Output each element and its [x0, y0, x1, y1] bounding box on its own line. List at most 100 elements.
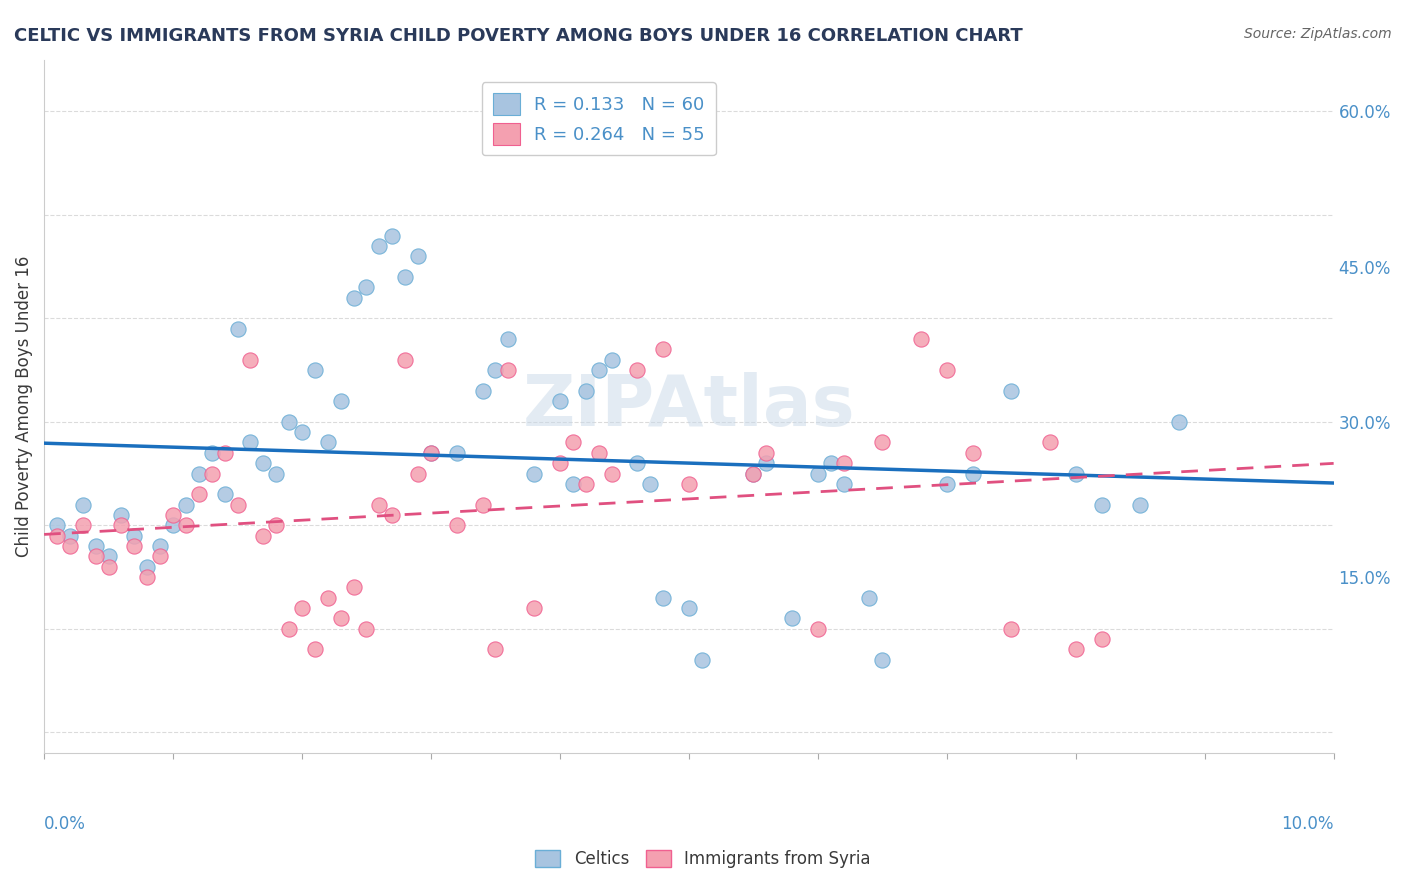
Point [588, 446, 610, 460]
Point [1000, 622, 1022, 636]
Point [1090, 632, 1112, 646]
Point [110, 508, 132, 522]
Point [368, 239, 391, 253]
Point [1090, 498, 1112, 512]
Point [678, 476, 700, 491]
Point [626, 456, 648, 470]
Point [59, 528, 82, 542]
Point [162, 518, 184, 533]
Point [742, 467, 765, 481]
Point [498, 363, 520, 377]
Point [162, 508, 184, 522]
Point [652, 591, 675, 605]
Point [561, 476, 583, 491]
Point [72, 498, 94, 512]
Legend: R = 0.133   N = 60, R = 0.264   N = 55: R = 0.133 N = 60, R = 0.264 N = 55 [482, 82, 716, 155]
Point [59, 539, 82, 553]
Point [149, 549, 172, 564]
Point [201, 446, 224, 460]
Point [523, 601, 546, 615]
Point [962, 446, 984, 460]
Point [97, 549, 120, 564]
Point [575, 476, 598, 491]
Point [252, 528, 274, 542]
Point [872, 435, 894, 450]
Point [394, 269, 416, 284]
Point [1167, 415, 1189, 429]
Point [446, 446, 468, 460]
Point [342, 291, 364, 305]
Point [368, 498, 391, 512]
Point [548, 456, 571, 470]
Point [316, 435, 339, 450]
Point [304, 363, 326, 377]
Point [626, 363, 648, 377]
Point [356, 280, 378, 294]
Point [755, 446, 778, 460]
Point [356, 622, 378, 636]
Point [420, 446, 443, 460]
Point [394, 352, 416, 367]
Point [471, 498, 494, 512]
Point [316, 591, 339, 605]
Point [858, 591, 880, 605]
Point [46, 528, 69, 542]
Point [1039, 435, 1062, 450]
Point [780, 611, 803, 625]
Text: ZIPAtlas: ZIPAtlas [523, 372, 855, 441]
Point [149, 539, 172, 553]
Point [820, 456, 842, 470]
Point [807, 467, 830, 481]
Point [807, 622, 830, 636]
Point [136, 559, 159, 574]
Point [291, 601, 314, 615]
Point [239, 352, 262, 367]
Point [278, 415, 301, 429]
Point [342, 580, 364, 594]
Point [690, 653, 713, 667]
Point [329, 394, 352, 409]
Point [110, 518, 132, 533]
Point [484, 642, 506, 657]
Point [46, 518, 69, 533]
Text: 10.0%: 10.0% [1281, 815, 1334, 833]
Point [136, 570, 159, 584]
Point [1064, 467, 1087, 481]
Point [1129, 498, 1152, 512]
Point [187, 487, 209, 501]
Point [935, 363, 957, 377]
Point [329, 611, 352, 625]
Point [678, 601, 700, 615]
Point [523, 467, 546, 481]
Point [304, 642, 326, 657]
Point [291, 425, 314, 439]
Point [755, 456, 778, 470]
Point [548, 394, 571, 409]
Point [252, 456, 274, 470]
Point [742, 467, 765, 481]
Point [278, 622, 301, 636]
Text: 0.0%: 0.0% [44, 815, 86, 833]
Point [124, 539, 146, 553]
Point [872, 653, 894, 667]
Point [1000, 384, 1022, 398]
Point [935, 476, 957, 491]
Point [600, 467, 623, 481]
Text: CELTIC VS IMMIGRANTS FROM SYRIA CHILD POVERTY AMONG BOYS UNDER 16 CORRELATION CH: CELTIC VS IMMIGRANTS FROM SYRIA CHILD PO… [14, 27, 1022, 45]
Point [124, 528, 146, 542]
Point [84, 539, 107, 553]
Point [600, 352, 623, 367]
Legend: Celtics, Immigrants from Syria: Celtics, Immigrants from Syria [529, 843, 877, 875]
Point [264, 467, 287, 481]
Point [1064, 642, 1087, 657]
Point [187, 467, 209, 481]
Point [832, 476, 855, 491]
Point [406, 467, 429, 481]
Point [72, 518, 94, 533]
Point [638, 476, 661, 491]
Y-axis label: Child Poverty Among Boys Under 16: Child Poverty Among Boys Under 16 [15, 256, 32, 557]
Point [498, 332, 520, 346]
Point [381, 228, 404, 243]
Point [420, 446, 443, 460]
Point [406, 249, 429, 263]
